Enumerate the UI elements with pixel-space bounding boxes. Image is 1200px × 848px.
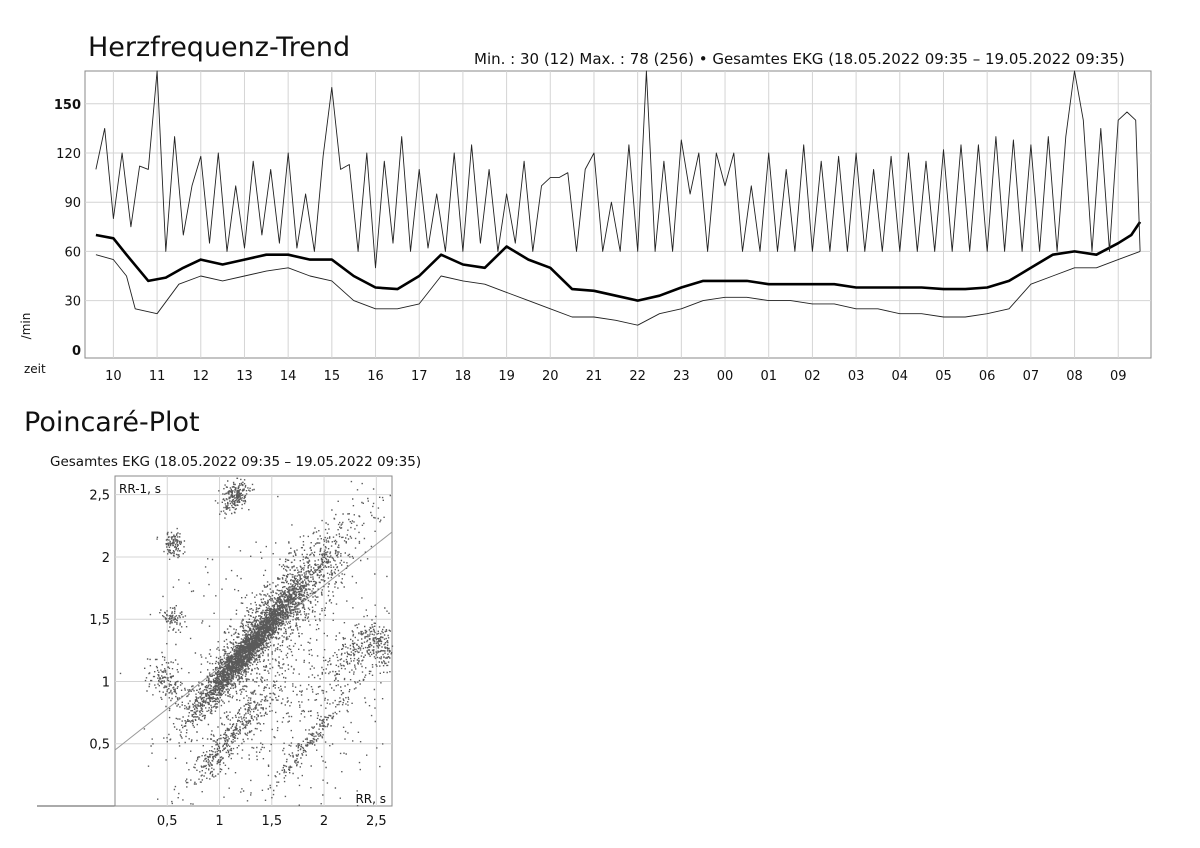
poincare-x-tick-label: 1,5 bbox=[261, 814, 282, 829]
poincare-y-tick-label: 2,5 bbox=[89, 489, 110, 504]
trend-x-tick-label: 15 bbox=[324, 369, 341, 384]
trend-x-tick-label: 04 bbox=[892, 369, 909, 384]
trend-x-axis-label: zeit bbox=[24, 362, 46, 376]
poincare-points bbox=[119, 477, 394, 807]
poincare-y-tick-label: 1,5 bbox=[89, 613, 110, 628]
poincare-y-tick-label: 0,5 bbox=[89, 738, 110, 753]
trend-y-tick-label: 120 bbox=[56, 147, 81, 162]
trend-series-min bbox=[95, 250, 1141, 326]
trend-x-tick-label: 03 bbox=[848, 369, 865, 384]
trend-x-tick-label: 20 bbox=[542, 369, 559, 384]
trend-y-tick-label: 60 bbox=[64, 245, 81, 260]
poincare-chart-subtitle: Gesamtes EKG (18.05.2022 09:35 – 19.05.2… bbox=[50, 454, 422, 470]
trend-x-tick-label: 01 bbox=[760, 369, 777, 384]
trend-x-tick-label: 21 bbox=[586, 369, 603, 384]
trend-y-tick-label: 30 bbox=[64, 295, 81, 310]
trend-x-tick-label: 23 bbox=[673, 369, 690, 384]
trend-series-group bbox=[95, 70, 1142, 326]
trend-x-tick-label: 05 bbox=[935, 369, 952, 384]
trend-chart-title: Herzfrequenz-Trend bbox=[88, 32, 351, 63]
trend-x-tick-label: 02 bbox=[804, 369, 821, 384]
poincare-x-tick-label: 0,5 bbox=[157, 814, 178, 829]
poincare-x-tick-label: 2,5 bbox=[366, 814, 387, 829]
trend-x-tick-label: 17 bbox=[411, 369, 428, 384]
poincare-chart-title: Poincaré-Plot bbox=[24, 407, 200, 438]
trend-series-mean bbox=[95, 221, 1142, 302]
poincare-chart: 0,5 1 1,5 2 2,5 0,5 1 1,5 2 2,5 RR-1, s RR, s bbox=[37, 475, 394, 829]
trend-plot-frame bbox=[84, 70, 1152, 359]
trend-x-tick-label: 13 bbox=[236, 369, 253, 384]
trend-x-tick-label: 12 bbox=[193, 369, 210, 384]
trend-stats-summary: Min. : 30 (12) Max. : 78 (256) • Gesamte… bbox=[474, 50, 1125, 68]
trend-y-tick-label: 90 bbox=[64, 196, 81, 211]
poincare-plot-frame bbox=[114, 475, 393, 807]
trend-x-tick-label: 22 bbox=[629, 369, 646, 384]
trend-x-tick-label: 16 bbox=[367, 369, 384, 384]
trend-x-tick-label: 19 bbox=[498, 369, 515, 384]
poincare-y-tick-label: 1 bbox=[102, 675, 110, 690]
trend-x-tick-label: 10 bbox=[105, 369, 122, 384]
trend-x-tick-label: 07 bbox=[1023, 369, 1040, 384]
trend-x-tick-label: 06 bbox=[979, 369, 996, 384]
trend-x-tick-label: 18 bbox=[455, 369, 472, 384]
trend-x-tick-label: 00 bbox=[717, 369, 734, 384]
poincare-y-tick-label: 2 bbox=[102, 551, 110, 566]
poincare-y-axis-label: RR-1, s bbox=[119, 482, 161, 496]
trend-x-tick-label: 09 bbox=[1110, 369, 1127, 384]
poincare-x-axis-label: RR, s bbox=[355, 792, 386, 806]
trend-y-tick-label: 150 bbox=[54, 98, 81, 113]
poincare-scatter-points bbox=[119, 477, 394, 807]
trend-x-ticks: 10 11 12 13 14 15 16 17 18 19 20 21 22 23 00 01 02 03 04 05… bbox=[105, 369, 1126, 384]
trend-series-max bbox=[95, 70, 1141, 269]
trend-x-tick-label: 08 bbox=[1066, 369, 1083, 384]
trend-x-tick-label: 11 bbox=[149, 369, 166, 384]
poincare-x-tick-label: 1 bbox=[215, 814, 223, 829]
trend-y-ticks: 0 30 60 90 120 150 bbox=[54, 98, 81, 359]
trend-x-tick-label: 14 bbox=[280, 369, 297, 384]
trend-y-axis-label: /min bbox=[19, 313, 33, 340]
poincare-ticks: 0,5 1 1,5 2 2,5 0,5 1 1,5 2 2,5 bbox=[89, 489, 386, 829]
trend-y-tick-label: 0 bbox=[72, 344, 81, 359]
poincare-x-tick-label: 2 bbox=[320, 814, 328, 829]
